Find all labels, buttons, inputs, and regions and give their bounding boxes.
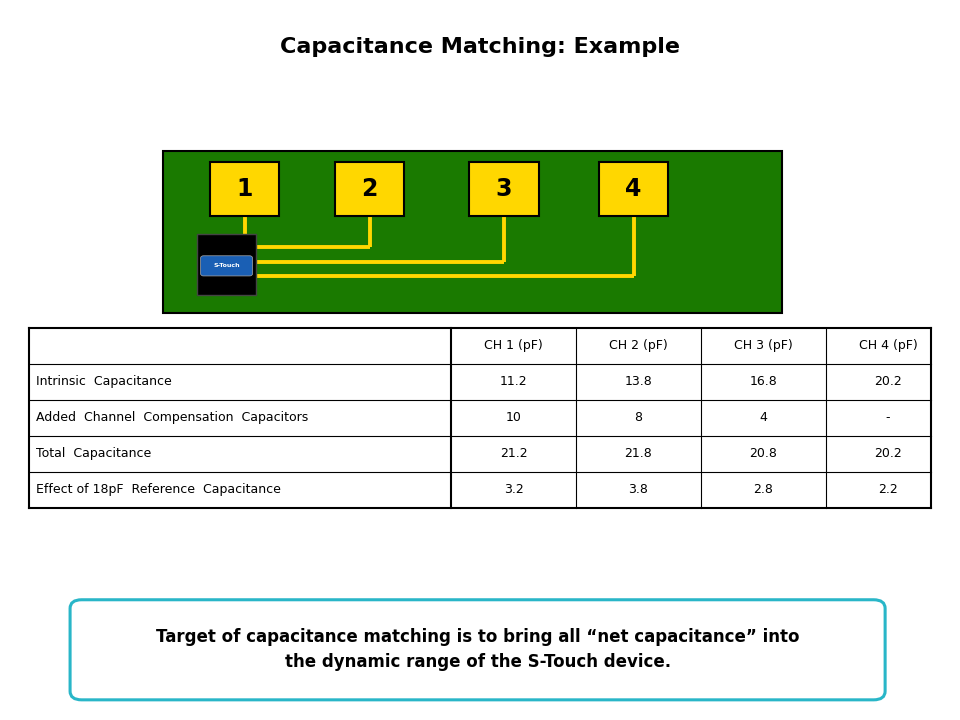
Text: S-Touch: S-Touch xyxy=(213,264,240,269)
Text: 3.8: 3.8 xyxy=(629,483,648,496)
Text: 10: 10 xyxy=(506,411,521,424)
Text: 3.2: 3.2 xyxy=(504,483,523,496)
Text: 8: 8 xyxy=(635,411,642,424)
Bar xyxy=(469,162,539,216)
Bar xyxy=(163,151,782,313)
Bar xyxy=(197,234,256,295)
Text: 2: 2 xyxy=(361,177,378,201)
Text: 4: 4 xyxy=(625,177,642,201)
Text: Added  Channel  Compensation  Capacitors: Added Channel Compensation Capacitors xyxy=(36,411,308,424)
Bar xyxy=(210,162,279,216)
Text: -: - xyxy=(886,411,890,424)
Text: 11.2: 11.2 xyxy=(500,375,527,388)
FancyBboxPatch shape xyxy=(70,600,885,700)
Text: 20.2: 20.2 xyxy=(875,375,901,388)
Text: 20.8: 20.8 xyxy=(749,447,778,460)
Text: CH 1 (pF): CH 1 (pF) xyxy=(484,339,543,352)
Text: CH 2 (pF): CH 2 (pF) xyxy=(609,339,668,352)
Text: 13.8: 13.8 xyxy=(625,375,652,388)
Bar xyxy=(599,162,668,216)
Text: 2.2: 2.2 xyxy=(878,483,898,496)
Text: 21.8: 21.8 xyxy=(625,447,652,460)
Text: 4: 4 xyxy=(759,411,767,424)
Text: CH 3 (pF): CH 3 (pF) xyxy=(733,339,793,352)
Text: 21.2: 21.2 xyxy=(500,447,527,460)
Text: Effect of 18pF  Reference  Capacitance: Effect of 18pF Reference Capacitance xyxy=(36,483,280,496)
Text: Intrinsic  Capacitance: Intrinsic Capacitance xyxy=(36,375,171,388)
Text: 20.2: 20.2 xyxy=(875,447,901,460)
Text: Total  Capacitance: Total Capacitance xyxy=(36,447,151,460)
Text: Target of capacitance matching is to bring all “net capacitance” into
the dynami: Target of capacitance matching is to bri… xyxy=(156,629,800,671)
FancyBboxPatch shape xyxy=(201,256,252,276)
Text: 1: 1 xyxy=(236,177,253,201)
Bar xyxy=(335,162,404,216)
Text: 16.8: 16.8 xyxy=(750,375,777,388)
Text: CH 4 (pF): CH 4 (pF) xyxy=(858,339,918,352)
Text: 2.8: 2.8 xyxy=(754,483,773,496)
Text: 3: 3 xyxy=(495,177,513,201)
Text: Capacitance Matching: Example: Capacitance Matching: Example xyxy=(280,37,680,57)
